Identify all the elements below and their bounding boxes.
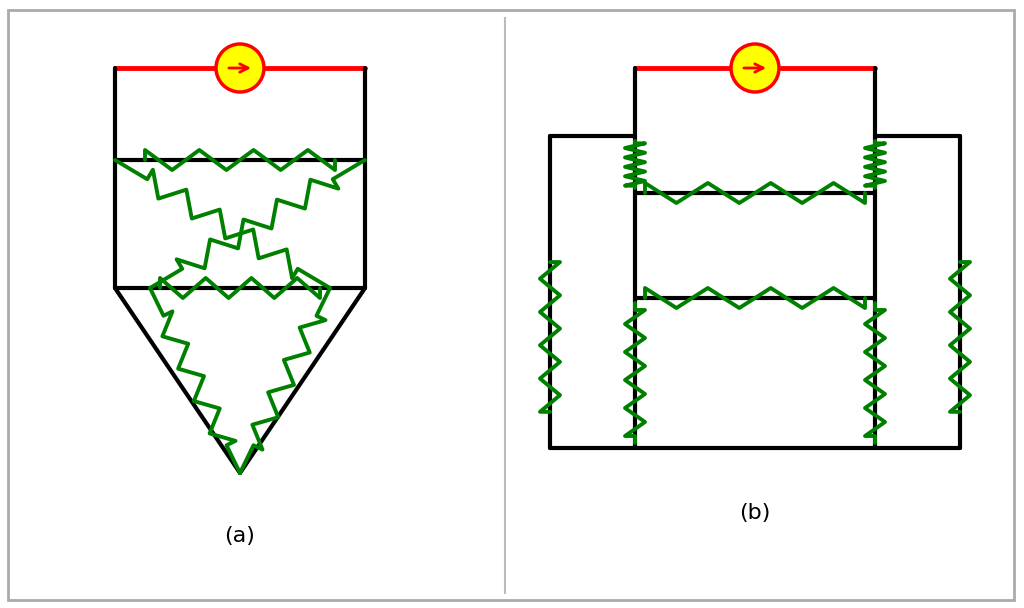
Circle shape	[731, 44, 779, 92]
Text: (b): (b)	[739, 503, 771, 523]
Text: (a): (a)	[224, 526, 255, 546]
Circle shape	[216, 44, 264, 92]
